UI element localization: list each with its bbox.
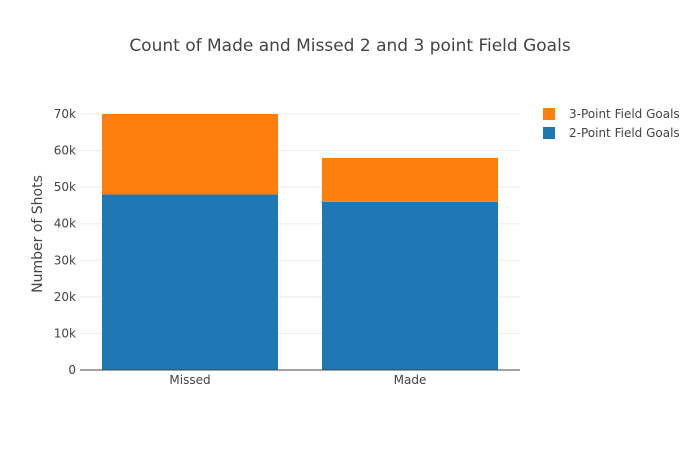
legend[interactable]: 3-Point Field Goals 2-Point Field Goals <box>543 107 680 140</box>
y-tick-label: 50k <box>54 180 76 194</box>
y-tick-label: 20k <box>54 290 76 304</box>
y-tick-label: 30k <box>54 253 76 267</box>
axes: 0 10k 20k 30k 40k 50k 60k 70k Missed Made <box>54 107 520 387</box>
bar-made-3-point-field-goals[interactable] <box>322 157 498 202</box>
legend-swatch <box>543 108 555 120</box>
y-tick-label: 0 <box>68 363 76 377</box>
bar-made-2-point-field-goals[interactable] <box>322 201 498 370</box>
chart-title: Count of Made and Missed 2 and 3 point F… <box>129 36 571 56</box>
y-tick-label: 70k <box>54 107 76 121</box>
bar-missed-2-point-field-goals[interactable] <box>102 194 278 370</box>
legend-item-2-point-field-goals[interactable]: 2-Point Field Goals <box>543 126 680 140</box>
legend-item-3-point-field-goals[interactable]: 3-Point Field Goals <box>543 107 680 121</box>
y-tick-label: 40k <box>54 217 76 231</box>
x-tick-label: Made <box>394 373 427 387</box>
bars <box>102 114 498 370</box>
y-tick-label: 60k <box>54 144 76 158</box>
legend-swatch <box>543 127 555 139</box>
y-axis-title: Number of Shots <box>30 175 46 293</box>
bar-missed-3-point-field-goals[interactable] <box>102 114 278 195</box>
y-tick-label: 10k <box>54 326 76 340</box>
legend-label: 2-Point Field Goals <box>569 126 680 140</box>
legend-label: 3-Point Field Goals <box>569 107 680 121</box>
x-tick-label: Missed <box>169 373 210 387</box>
